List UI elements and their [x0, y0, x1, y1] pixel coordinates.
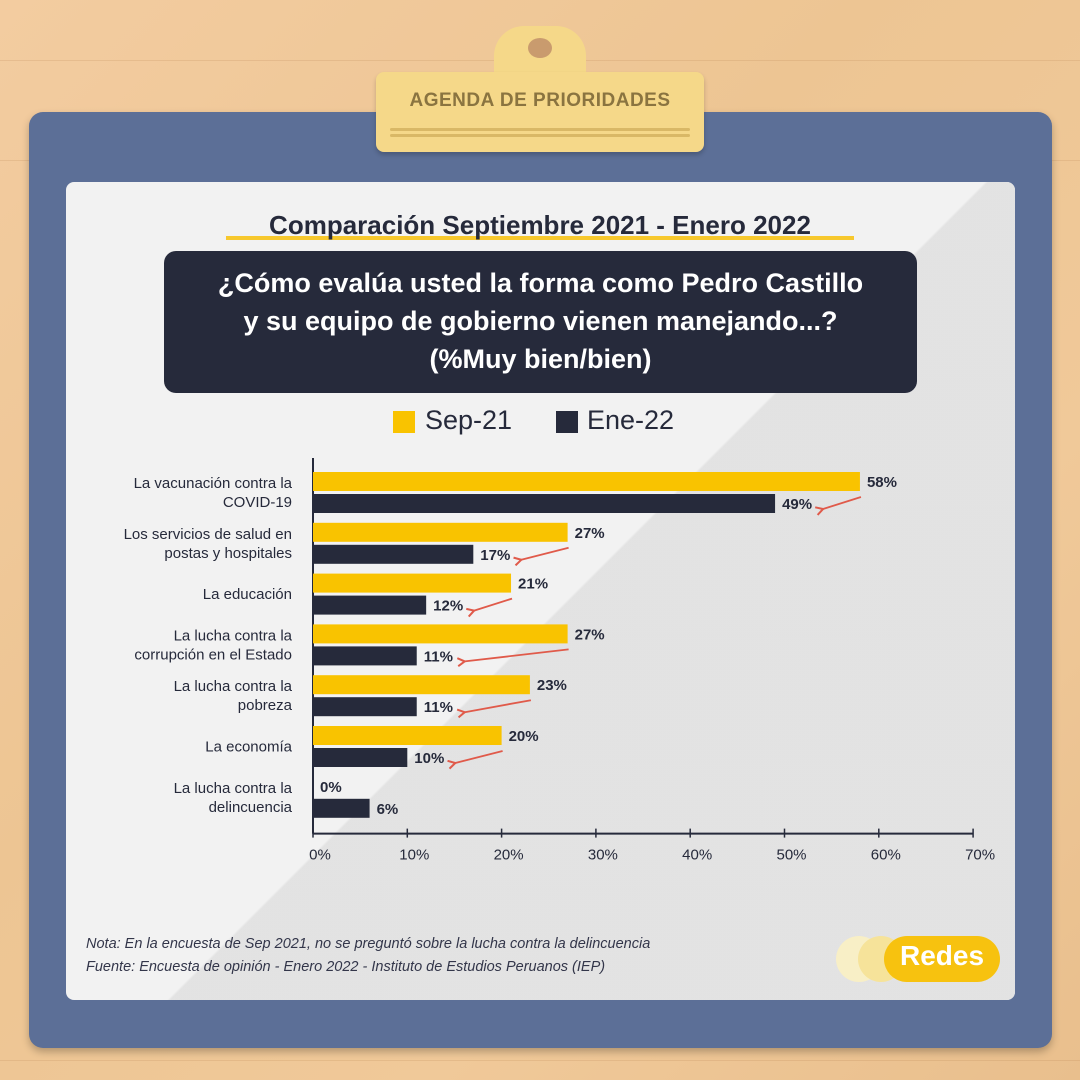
category-label: delincuencia: [209, 799, 293, 816]
clipboard-clip: [376, 72, 704, 152]
category-label: La vacunación contra la: [134, 475, 293, 492]
data-label-ene-22: 11%: [424, 699, 453, 716]
question-box: [164, 251, 917, 393]
data-label-sep-21: 27%: [575, 626, 605, 643]
bar-ene-22: [313, 697, 417, 717]
data-label-sep-21: 0%: [320, 779, 342, 796]
clip-stripe: [390, 128, 690, 131]
category-label: pobreza: [238, 697, 293, 714]
change-arrow: [455, 750, 503, 763]
data-label-ene-22: 12%: [433, 598, 463, 615]
x-tick-label: 20%: [494, 847, 524, 864]
question-line-2: y su equipo de gobierno vienen manejando…: [243, 306, 838, 336]
bar-ene-22: [313, 595, 427, 615]
category-label: La lucha contra la: [174, 780, 293, 797]
bar-ene-22: [313, 494, 776, 513]
data-label-sep-21: 21%: [518, 576, 548, 593]
category-label: postas y hospitales: [164, 545, 292, 562]
footnote: Nota: En la encuesta de Sep 2021, no se …: [86, 936, 651, 952]
category-label: COVID-19: [223, 494, 292, 511]
change-arrow: [474, 597, 513, 611]
data-label-ene-22: 17%: [480, 547, 510, 564]
legend-label-ene: Ene-22: [587, 405, 675, 435]
bar-sep-21: [313, 624, 568, 644]
bar-sep-21: [313, 522, 568, 542]
category-label: corrupción en el Estado: [134, 646, 292, 663]
clip-tag-label: AGENDA DE PRIORIDADES: [409, 90, 671, 111]
legend-label-sep: Sep-21: [425, 405, 513, 435]
data-label-sep-21: 20%: [509, 728, 539, 745]
data-label-ene-22: 10%: [414, 750, 444, 767]
data-label-ene-22: 49%: [782, 496, 812, 513]
logo-badge: [884, 936, 1000, 982]
change-arrow: [521, 546, 569, 560]
question-line-1: ¿Cómo evalúa usted la forma como Pedro C…: [217, 268, 864, 298]
logo-text: Redes: [899, 940, 985, 971]
bar-sep-21: [313, 675, 530, 695]
source-note: Fuente: Encuesta de opinión - Enero 2022…: [86, 959, 606, 975]
subtitle-underline: [226, 236, 854, 240]
category-label: Los servicios de salud en: [124, 526, 292, 543]
data-label-ene-22: 11%: [424, 648, 453, 665]
data-label-sep-21: 27%: [575, 525, 605, 542]
change-arrow: [465, 699, 532, 712]
page-subtitle: Comparación Septiembre 2021 - Enero 2022: [269, 210, 811, 240]
bar-ene-22: [313, 748, 408, 767]
category-label: La lucha contra la: [174, 678, 293, 695]
legend-swatch-sep: [393, 411, 415, 433]
category-label: La educación: [203, 586, 292, 603]
x-tick-label: 50%: [776, 847, 806, 864]
question-line-3: (%Muy bien/bien): [429, 344, 652, 374]
wood-grain: [0, 1060, 1080, 1061]
bar-ene-22: [313, 798, 370, 818]
data-label-sep-21: 23%: [537, 677, 567, 694]
category-label: La lucha contra la: [174, 627, 293, 644]
clip-hole: [528, 38, 552, 58]
clip-stripe: [390, 134, 690, 137]
x-tick-label: 30%: [588, 847, 618, 864]
category-label: La economía: [205, 739, 292, 756]
bar-sep-21: [313, 472, 860, 491]
data-label-ene-22: 6%: [377, 801, 399, 818]
x-tick-label: 10%: [399, 847, 429, 864]
legend-swatch-ene: [556, 411, 578, 433]
x-tick-label: 0%: [309, 847, 331, 864]
change-arrow: [823, 496, 862, 509]
data-label-sep-21: 58%: [867, 474, 897, 491]
change-arrow: [465, 648, 569, 661]
bar-sep-21: [313, 726, 502, 745]
bar-ene-22: [313, 544, 474, 564]
x-tick-label: 40%: [682, 847, 712, 864]
x-tick-label: 60%: [871, 847, 901, 864]
x-tick-label: 70%: [965, 847, 995, 864]
bar-ene-22: [313, 646, 417, 666]
bar-sep-21: [313, 573, 512, 593]
